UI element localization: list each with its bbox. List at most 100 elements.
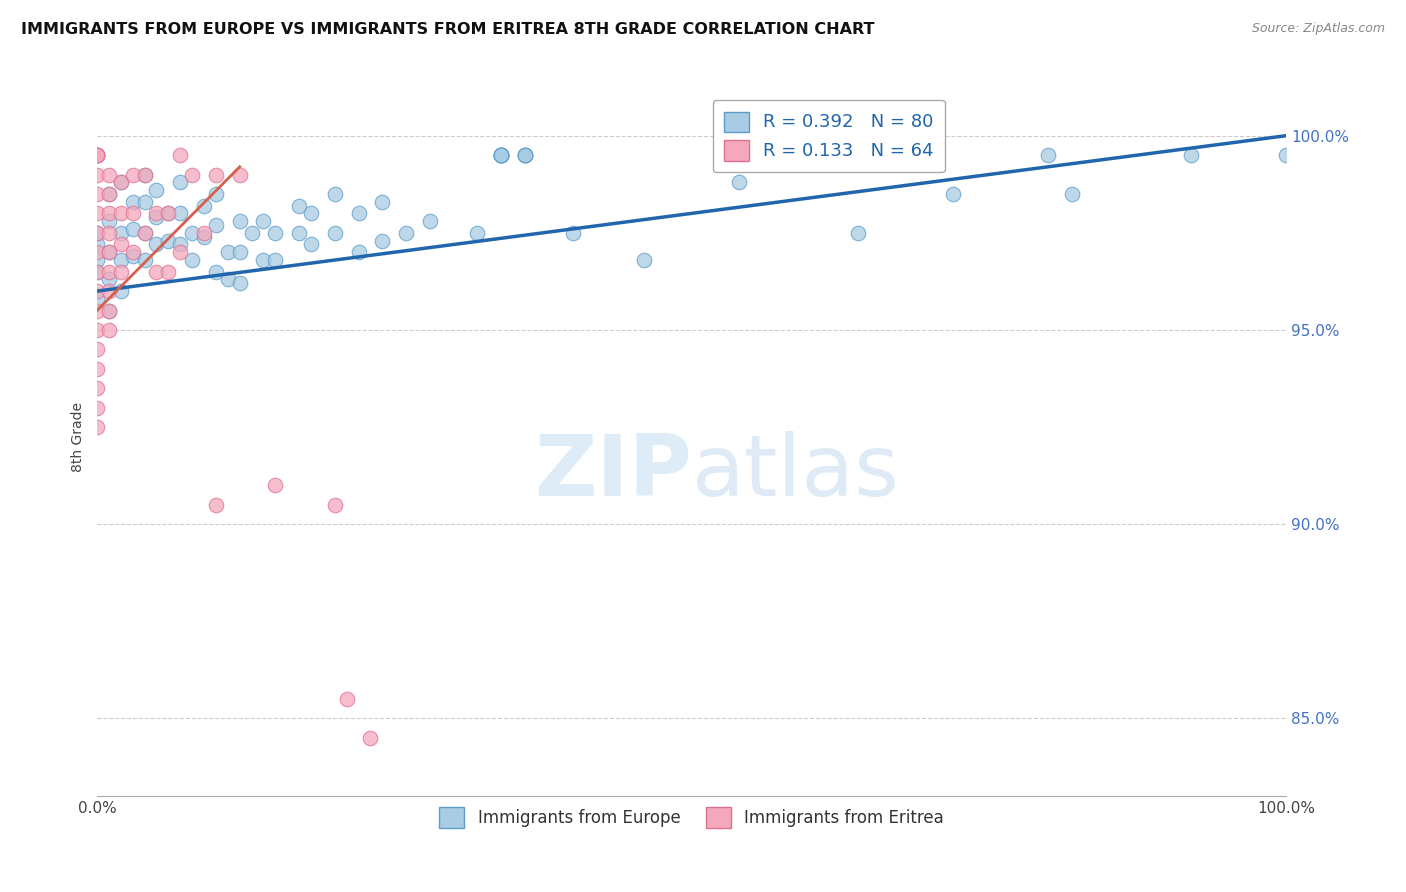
Point	[97, 245, 120, 260]
Point	[121, 206, 143, 220]
Point	[86, 206, 108, 220]
Point	[228, 214, 250, 228]
Point	[193, 229, 215, 244]
Point	[193, 226, 215, 240]
Point	[846, 226, 869, 240]
Point	[217, 272, 239, 286]
Point	[169, 148, 191, 162]
Point	[371, 234, 394, 248]
Point	[86, 148, 108, 162]
Point	[97, 206, 120, 220]
Point	[347, 245, 370, 260]
Point	[169, 206, 191, 220]
Point	[169, 237, 191, 252]
Point	[134, 226, 156, 240]
Point	[491, 148, 513, 162]
Point	[205, 265, 228, 279]
Point	[110, 175, 132, 189]
Point	[491, 148, 513, 162]
Point	[110, 265, 132, 279]
Text: ZIP: ZIP	[534, 431, 692, 514]
Point	[86, 148, 108, 162]
Point	[86, 245, 108, 260]
Point	[228, 168, 250, 182]
Point	[86, 284, 108, 298]
Point	[1038, 148, 1060, 162]
Point	[252, 214, 274, 228]
Point	[86, 168, 108, 182]
Legend: Immigrants from Europe, Immigrants from Eritrea: Immigrants from Europe, Immigrants from …	[433, 801, 950, 835]
Point	[97, 186, 120, 201]
Point	[228, 245, 250, 260]
Point	[633, 252, 655, 267]
Point	[1060, 186, 1083, 201]
Text: IMMIGRANTS FROM EUROPE VS IMMIGRANTS FROM ERITREA 8TH GRADE CORRELATION CHART: IMMIGRANTS FROM EUROPE VS IMMIGRANTS FRO…	[21, 22, 875, 37]
Point	[110, 252, 132, 267]
Point	[217, 245, 239, 260]
Point	[86, 361, 108, 376]
Point	[145, 265, 167, 279]
Point	[86, 226, 108, 240]
Point	[323, 186, 346, 201]
Point	[134, 168, 156, 182]
Point	[205, 168, 228, 182]
Point	[264, 478, 287, 492]
Point	[169, 175, 191, 189]
Point	[121, 245, 143, 260]
Point	[371, 194, 394, 209]
Point	[252, 252, 274, 267]
Point	[491, 148, 513, 162]
Point	[86, 323, 108, 337]
Point	[264, 252, 287, 267]
Point	[86, 226, 108, 240]
Point	[157, 206, 180, 220]
Point	[169, 245, 191, 260]
Point	[467, 226, 489, 240]
Point	[97, 168, 120, 182]
Point	[205, 186, 228, 201]
Point	[513, 148, 536, 162]
Point	[323, 226, 346, 240]
Point	[86, 292, 108, 306]
Point	[121, 194, 143, 209]
Point	[86, 420, 108, 434]
Point	[145, 183, 167, 197]
Point	[86, 265, 108, 279]
Point	[110, 206, 132, 220]
Point	[97, 272, 120, 286]
Point	[491, 148, 513, 162]
Point	[86, 148, 108, 162]
Point	[134, 252, 156, 267]
Point	[288, 226, 311, 240]
Point	[395, 226, 418, 240]
Point	[134, 168, 156, 182]
Point	[336, 692, 359, 706]
Point	[419, 214, 441, 228]
Point	[110, 226, 132, 240]
Point	[1180, 148, 1202, 162]
Point	[121, 168, 143, 182]
Point	[86, 148, 108, 162]
Point	[97, 226, 120, 240]
Point	[97, 284, 120, 298]
Point	[728, 175, 751, 189]
Point	[942, 186, 965, 201]
Point	[1275, 148, 1298, 162]
Point	[97, 186, 120, 201]
Point	[299, 237, 322, 252]
Point	[110, 284, 132, 298]
Point	[86, 265, 108, 279]
Point	[86, 186, 108, 201]
Point	[181, 252, 204, 267]
Point	[299, 206, 322, 220]
Point	[145, 211, 167, 225]
Point	[561, 226, 583, 240]
Point	[513, 148, 536, 162]
Y-axis label: 8th Grade: 8th Grade	[72, 401, 86, 472]
Point	[491, 148, 513, 162]
Point	[157, 265, 180, 279]
Text: Source: ZipAtlas.com: Source: ZipAtlas.com	[1251, 22, 1385, 36]
Point	[181, 168, 204, 182]
Point	[228, 277, 250, 291]
Point	[513, 148, 536, 162]
